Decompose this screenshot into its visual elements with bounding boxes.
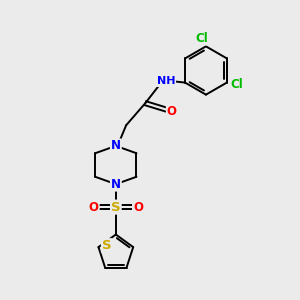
Text: O: O	[133, 201, 143, 214]
Text: N: N	[111, 140, 121, 152]
Text: S: S	[102, 239, 112, 252]
Text: NH: NH	[157, 76, 175, 86]
Text: Cl: Cl	[231, 77, 244, 91]
Text: N: N	[111, 178, 121, 191]
Text: Cl: Cl	[195, 32, 208, 45]
Text: S: S	[111, 201, 121, 214]
Text: O: O	[89, 201, 99, 214]
Text: O: O	[167, 105, 177, 118]
